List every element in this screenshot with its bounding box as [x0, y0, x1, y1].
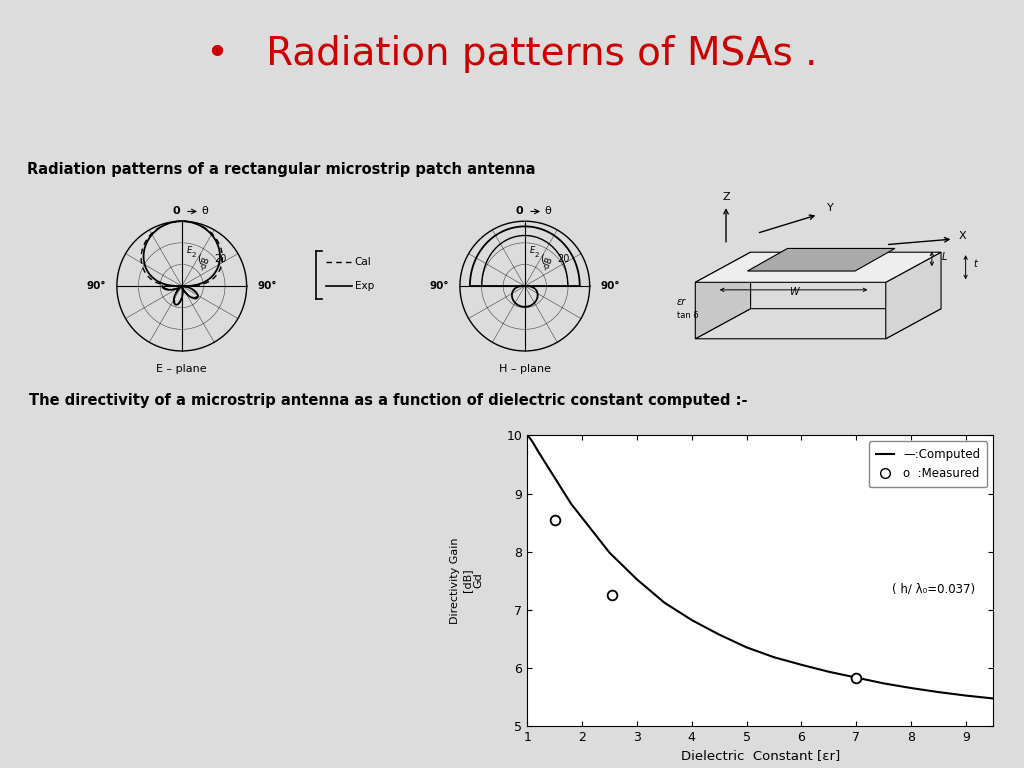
- Text: θ: θ: [544, 207, 551, 217]
- Text: 2: 2: [535, 252, 540, 258]
- Text: 20: 20: [214, 254, 227, 264]
- Text: tan δ: tan δ: [677, 311, 698, 320]
- Polygon shape: [748, 249, 895, 271]
- Text: εr: εr: [677, 297, 686, 307]
- Text: E: E: [530, 246, 536, 255]
- Text: X: X: [958, 231, 967, 241]
- Text: (: (: [197, 254, 201, 264]
- Text: 0: 0: [173, 207, 180, 217]
- Polygon shape: [695, 309, 941, 339]
- Text: ( h∕ λ₀=0.037): ( h∕ λ₀=0.037): [892, 583, 975, 596]
- Text: 90°: 90°: [429, 281, 449, 291]
- Legend: —:Computed, o  :Measured: —:Computed, o :Measured: [869, 442, 987, 488]
- Text: L: L: [941, 252, 947, 262]
- Text: θ: θ: [201, 207, 208, 217]
- Text: Directivity Gain
[dB]
Gd: Directivity Gain [dB] Gd: [451, 538, 483, 624]
- Text: Radiation patterns of a rectangular microstrip patch antenna: Radiation patterns of a rectangular micr…: [28, 162, 536, 177]
- Text: E – plane: E – plane: [157, 364, 207, 374]
- Text: The directivity of a microstrip antenna as a function of dielectric constant com: The directivity of a microstrip antenna …: [30, 393, 748, 409]
- Text: 90°: 90°: [601, 281, 621, 291]
- Text: E: E: [187, 246, 193, 255]
- Text: 0: 0: [516, 207, 523, 217]
- Text: Z: Z: [722, 191, 730, 201]
- Polygon shape: [695, 252, 751, 339]
- Text: 90°: 90°: [86, 281, 105, 291]
- Text: (: (: [540, 254, 544, 264]
- Text: H – plane: H – plane: [499, 364, 551, 374]
- Text: Exp: Exp: [354, 281, 374, 291]
- Text: •   Radiation patterns of MSAs .: • Radiation patterns of MSAs .: [206, 35, 818, 72]
- Text: 90°: 90°: [258, 281, 278, 291]
- Text: -dB: -dB: [541, 255, 554, 272]
- Text: Y: Y: [827, 203, 834, 213]
- Text: 20: 20: [557, 254, 570, 264]
- Polygon shape: [695, 252, 941, 283]
- Polygon shape: [886, 252, 941, 339]
- Text: Cal: Cal: [354, 257, 372, 266]
- Text: W: W: [788, 287, 799, 297]
- Text: -dB: -dB: [198, 255, 211, 272]
- X-axis label: Dielectric  Constant [εr]: Dielectric Constant [εr]: [681, 749, 840, 762]
- Text: 2: 2: [191, 252, 197, 258]
- Text: t: t: [973, 260, 977, 270]
